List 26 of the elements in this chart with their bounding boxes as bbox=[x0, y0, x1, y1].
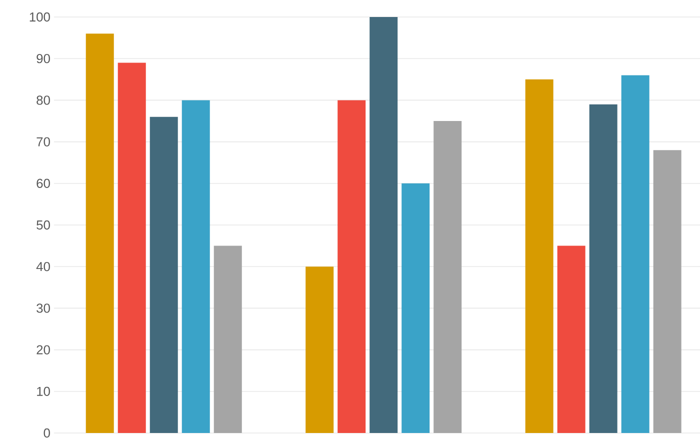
bar bbox=[86, 34, 114, 433]
bar bbox=[182, 100, 210, 433]
y-tick-label: 40 bbox=[36, 262, 50, 272]
y-tick-label: 90 bbox=[36, 54, 50, 64]
y-tick-label: 80 bbox=[36, 96, 50, 105]
y-tick-label: 50 bbox=[36, 220, 50, 230]
y-tick-label: 30 bbox=[36, 304, 50, 313]
bar bbox=[118, 62, 146, 433]
y-tick-label: 70 bbox=[36, 137, 50, 146]
bar bbox=[653, 150, 682, 433]
bar bbox=[306, 266, 334, 433]
bar bbox=[557, 246, 586, 433]
bar bbox=[621, 75, 650, 433]
y-tick-label: 100 bbox=[30, 12, 50, 22]
bar bbox=[150, 116, 178, 433]
bar bbox=[402, 183, 430, 433]
bar bbox=[214, 246, 242, 433]
y-tick-label: 0 bbox=[44, 428, 50, 438]
bar bbox=[434, 120, 462, 433]
bar bbox=[525, 79, 554, 433]
y-tick-label: 60 bbox=[36, 178, 50, 188]
y-tick-label: 20 bbox=[36, 345, 50, 354]
bar bbox=[370, 16, 398, 433]
bar bbox=[338, 100, 366, 433]
bar bbox=[589, 104, 618, 433]
y-tick-label: 10 bbox=[37, 386, 50, 396]
